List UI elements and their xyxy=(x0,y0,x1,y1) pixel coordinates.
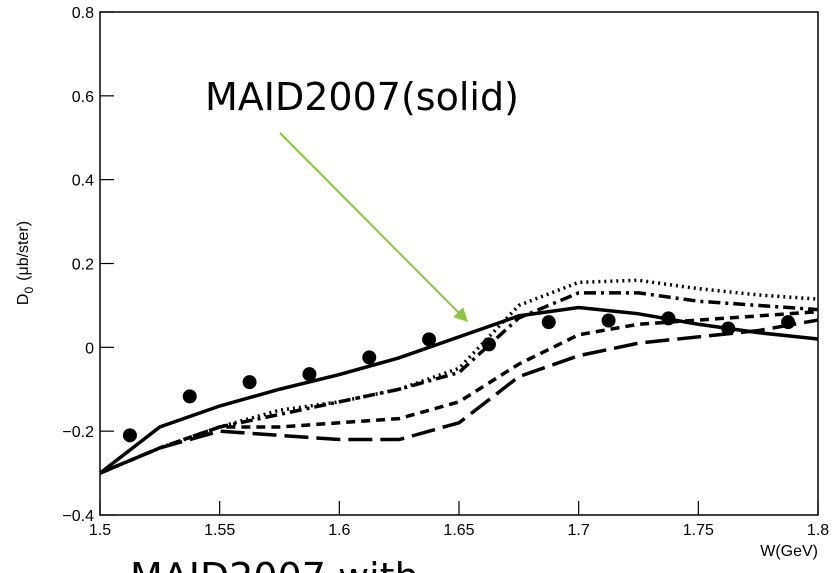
x-tick-label: 1.7 xyxy=(568,522,590,539)
curve xyxy=(99,309,819,475)
data-point xyxy=(122,428,137,443)
annotation: MAID2007(solid) xyxy=(205,75,519,119)
curve xyxy=(98,305,819,475)
y-tick-label: −0.2 xyxy=(62,424,94,441)
annotation: MAID2007 with xyxy=(130,555,419,573)
data-point xyxy=(541,315,556,330)
data-point xyxy=(302,367,317,382)
curve xyxy=(99,278,819,475)
x-tick-label: 1.65 xyxy=(443,522,474,539)
x-tick-label: 1.55 xyxy=(204,522,235,539)
y-label-main: D xyxy=(15,294,32,306)
data-point xyxy=(242,375,257,390)
y-label-unit: (μb/ster) xyxy=(15,221,32,281)
x-tick-label: 1.5 xyxy=(89,522,111,539)
y-axis-label: D0 (μb/ster) xyxy=(15,221,36,305)
y-tick-label: 0.2 xyxy=(72,257,94,274)
y-tick-label: 0.8 xyxy=(72,5,94,22)
data-point xyxy=(182,389,197,404)
data-point xyxy=(781,315,796,330)
x-axis-label: W(GeV) xyxy=(760,543,818,560)
data-point xyxy=(422,332,437,347)
curve xyxy=(99,291,819,475)
y-label-sub: 0 xyxy=(22,287,36,294)
data-point xyxy=(661,311,676,326)
data-point xyxy=(601,313,616,328)
x-tick-label: 1.6 xyxy=(328,522,350,539)
y-tick-label: 0 xyxy=(85,340,94,357)
y-tick-label: 0.4 xyxy=(72,173,94,190)
arrow xyxy=(279,132,468,322)
data-point xyxy=(481,337,496,352)
y-tick-label: 0.6 xyxy=(72,89,94,106)
curve xyxy=(99,318,819,475)
y-tick-label: −0.4 xyxy=(62,508,94,525)
data-point xyxy=(362,350,377,365)
data-point xyxy=(721,321,736,336)
x-tick-label: 1.75 xyxy=(683,522,714,539)
x-tick-label: 1.8 xyxy=(807,522,829,539)
